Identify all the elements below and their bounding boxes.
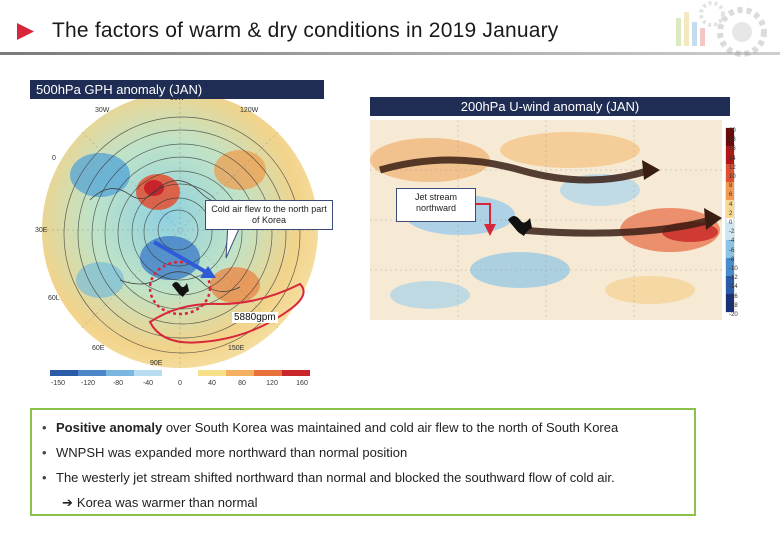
lon-label: 120W <box>240 107 259 114</box>
gph-anomaly-panel: 30W 90W 120W 150E 60E 90E 30E 0 60L <box>30 80 330 390</box>
page-title: The factors of warm & dry conditions in … <box>52 19 559 42</box>
colorbar-tick: 8 <box>729 183 733 190</box>
lon-label: 150E <box>228 345 245 352</box>
colorbar-tick: 80 <box>238 380 246 387</box>
colorbar-tick: -20 <box>729 312 738 318</box>
colorbar-tick: 0 <box>178 380 182 387</box>
callout-pointer <box>225 222 243 259</box>
lon-label: 60E <box>92 345 105 352</box>
colorbar-tick: -2 <box>729 229 735 236</box>
colorbar-tick: 120 <box>266 380 278 387</box>
lon-label: 0 <box>52 155 56 162</box>
colorbar-tick: -40 <box>143 380 153 387</box>
lon-label: 60L <box>48 295 60 302</box>
uwind-panel-label: 200hPa U-wind anomaly (JAN) <box>370 97 730 116</box>
gear-decoration-icon <box>676 1 767 57</box>
colorbar-tick: -14 <box>729 284 738 291</box>
colorbar-tick: 160 <box>296 380 308 387</box>
gph-panel-label: 500hPa GPH anomaly (JAN) <box>30 80 324 99</box>
colorbar-tick: -6 <box>729 247 735 254</box>
conclusion-text: Korea was warmer than normal <box>76 495 258 510</box>
colorbar-tick: 16 <box>729 146 736 153</box>
gph-polar-map: 30W 90W 120W 150E 60E 90E 30E 0 60L <box>30 80 330 390</box>
colorbar-tick: 12 <box>729 164 736 171</box>
summary-bullet: Positive anomaly over South Korea was ma… <box>42 420 684 445</box>
bullet-text: WNPSH was expanded more northward than n… <box>56 445 408 460</box>
colorbar-tick: -10 <box>729 266 738 272</box>
conclusion-line: ➔ Korea was warmer than normal <box>42 495 684 517</box>
colorbar-tick: 6 <box>729 192 733 199</box>
colorbar-tick: -4 <box>729 238 735 245</box>
jet-stream-callout: Jet stream northward <box>396 188 476 222</box>
colorbar-tick: -120 <box>81 380 95 387</box>
bullet-bold: Positive anomaly <box>56 420 163 435</box>
colorbar-tick: -150 <box>51 380 65 387</box>
colorbar-tick: -80 <box>113 380 123 387</box>
title-marker-icon <box>17 23 34 40</box>
colorbar-tick: -18 <box>729 302 738 309</box>
summary-box: Positive anomaly over South Korea was ma… <box>30 408 696 516</box>
colorbar-tick: 10 <box>729 174 736 180</box>
bullet-text: over South Korea was maintained and cold… <box>162 420 619 435</box>
lon-label: 30E <box>35 227 48 234</box>
colorbar-tick: 4 <box>729 201 733 208</box>
arrow-right-icon: ➔ <box>62 495 73 510</box>
contour-5880-label: 5880gpm <box>232 312 278 323</box>
colorbar-tick: -8 <box>729 256 735 263</box>
colorbar-tick: 40 <box>208 380 216 387</box>
summary-bullet: WNPSH was expanded more northward than n… <box>42 445 684 470</box>
colorbar-tick: 18 <box>729 137 736 144</box>
colorbar-tick: -12 <box>729 275 738 282</box>
colorbar-tick: 0 <box>729 220 733 226</box>
cold-air-callout: Cold air flew to the north part of Korea <box>205 200 333 230</box>
colorbar-tick: 14 <box>729 155 736 162</box>
uwind-colorbar-ticks: 20 18 16 14 12 10 8 6 4 2 0 -2 -4 -6 -8 -10 -12 -14 -16 -18… <box>729 128 743 318</box>
colorbar-tick: -16 <box>729 293 738 300</box>
lon-label: 30W <box>95 107 110 114</box>
summary-bullet: The westerly jet stream shifted northwar… <box>42 470 684 495</box>
colorbar-tick: 20 <box>729 128 736 134</box>
lon-label: 90E <box>150 360 163 367</box>
bullet-text: The westerly jet stream shifted northwar… <box>56 470 615 485</box>
title-divider <box>0 52 780 55</box>
colorbar-tick: 2 <box>729 210 733 217</box>
